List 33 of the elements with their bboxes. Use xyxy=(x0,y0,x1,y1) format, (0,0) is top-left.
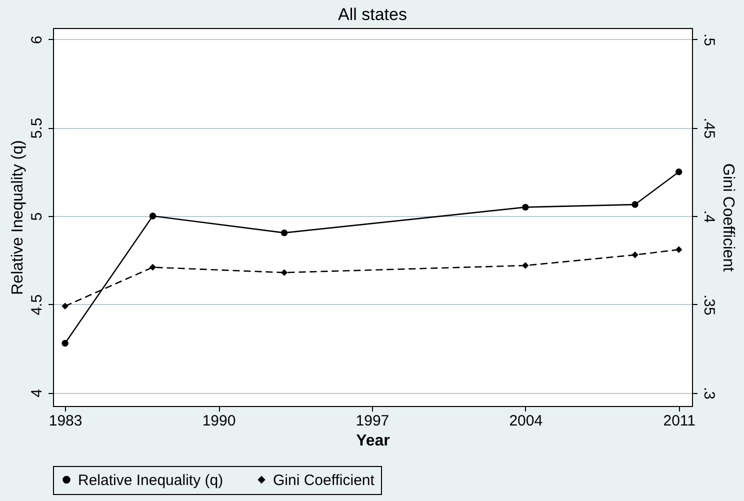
y2-tick-label: .45 xyxy=(700,118,718,139)
y-tick-label: 5.5 xyxy=(28,118,46,139)
point xyxy=(62,302,68,310)
point xyxy=(632,201,638,208)
x-axis-title: Year xyxy=(356,432,390,450)
y2-axis-title: Gini Coefficient xyxy=(720,163,736,272)
y-tick-label: 4.5 xyxy=(28,294,46,316)
point xyxy=(149,212,156,220)
point xyxy=(675,168,682,176)
point xyxy=(632,252,638,258)
point xyxy=(675,246,682,253)
y2-tick-label: .5 xyxy=(700,34,718,46)
x-tick-label: 1997 xyxy=(356,412,390,430)
point xyxy=(62,340,68,347)
legend-label: Relative Inequality (q) xyxy=(78,472,224,489)
y-tick-label: 6 xyxy=(28,36,46,44)
y-axis-title: Relative Inequality (q) xyxy=(10,140,26,295)
y2-tick-label: .35 xyxy=(700,294,718,316)
legend-label: Gini Coefficient xyxy=(273,472,376,489)
chart-title: All states xyxy=(338,5,407,24)
x-tick-label: 1990 xyxy=(202,412,236,430)
point xyxy=(522,262,529,269)
point xyxy=(522,204,529,211)
point xyxy=(280,229,288,236)
point xyxy=(280,269,288,276)
y2-tick-label: .3 xyxy=(700,386,718,400)
x-tick-label: 2004 xyxy=(509,412,543,430)
point xyxy=(149,264,156,271)
x-tick-label: 1983 xyxy=(48,412,82,430)
y2-tick-label: .4 xyxy=(700,210,718,223)
y-tick-label: 4 xyxy=(28,389,46,398)
y-tick-label: 5 xyxy=(28,212,46,221)
x-tick-label: 2011 xyxy=(663,412,696,430)
